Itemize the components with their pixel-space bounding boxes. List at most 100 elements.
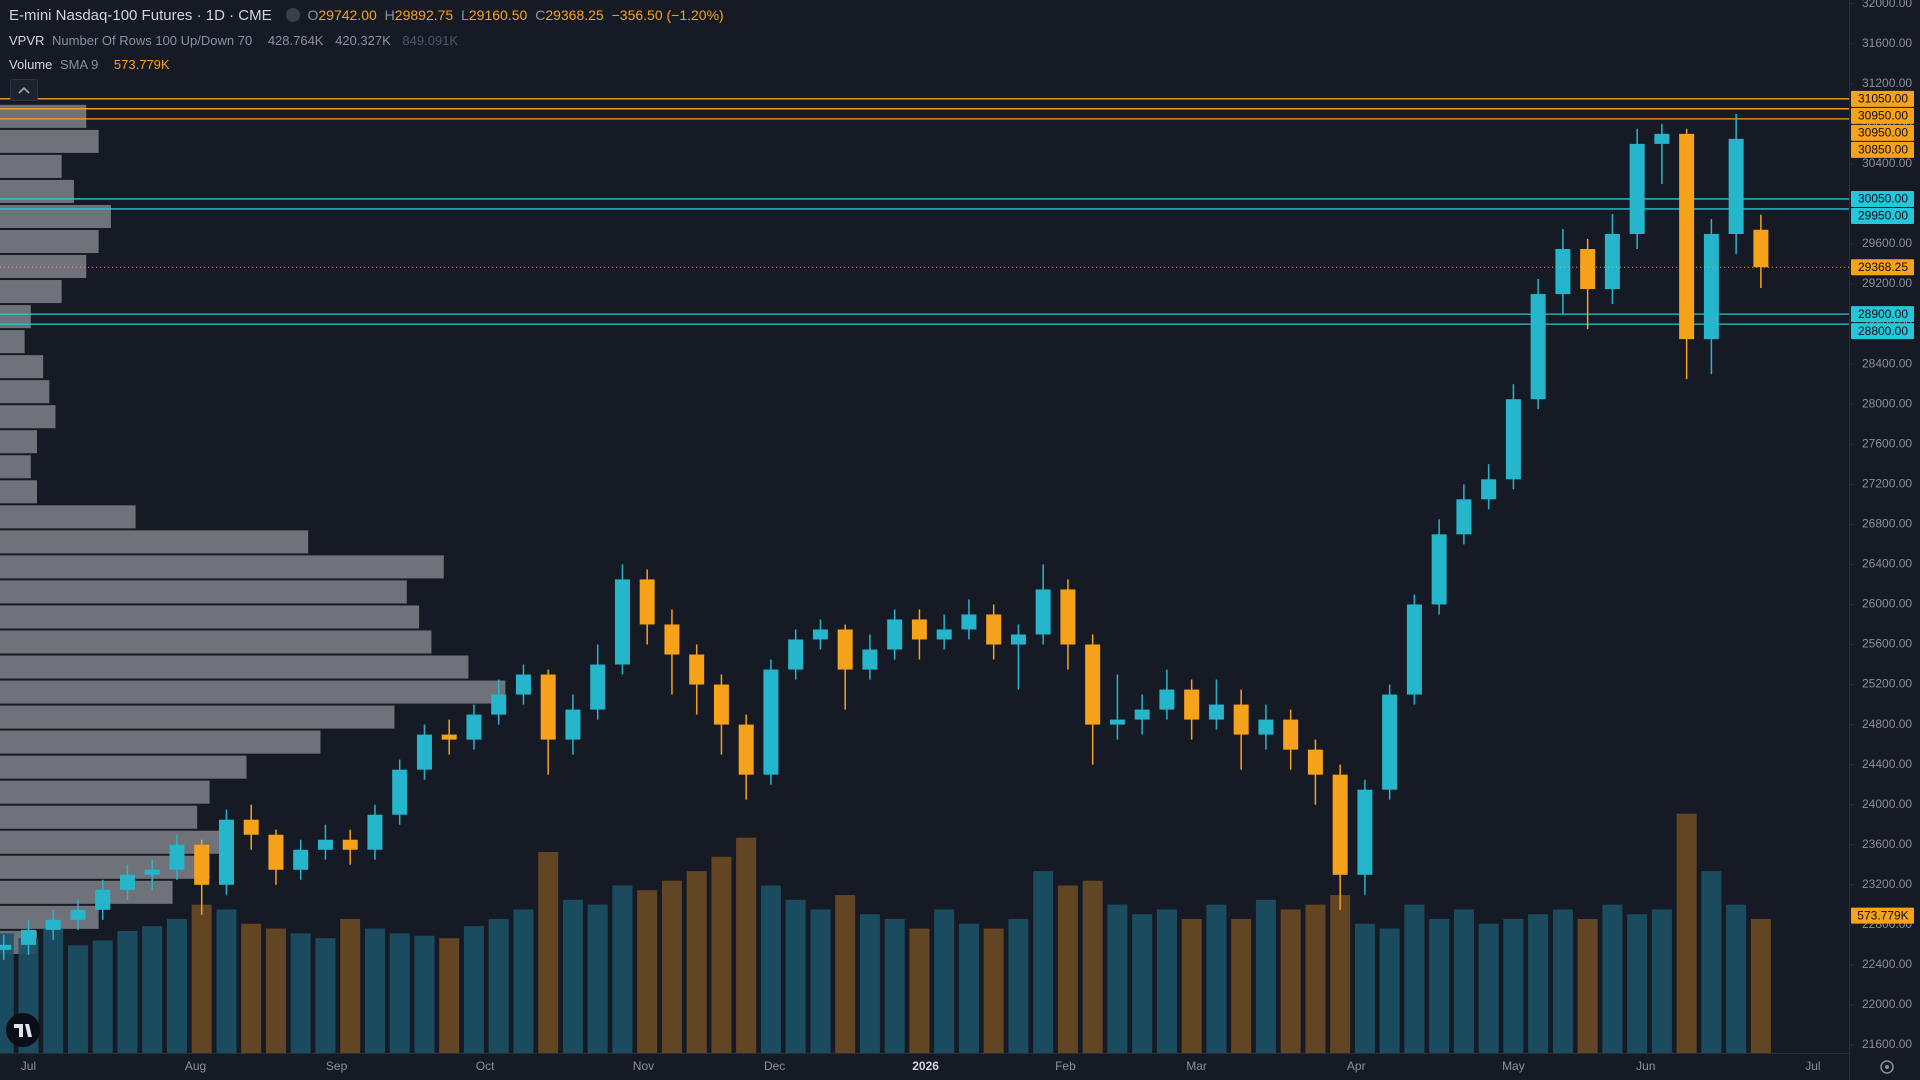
- profile-bar: [0, 830, 222, 854]
- candle-body: [1134, 709, 1150, 720]
- profile-bar: [0, 505, 136, 529]
- candle-body: [1332, 774, 1348, 875]
- profile-bar: [0, 805, 198, 829]
- symbol-legend: E-mini Nasdaq-100 Futures · 1D · CME O29…: [9, 7, 728, 24]
- y-tick-label: 29200.00: [1862, 276, 1912, 290]
- x-tick-label: 2026: [912, 1059, 939, 1073]
- y-tick-label: 29600.00: [1862, 236, 1912, 250]
- volume-bar: [1627, 914, 1648, 1053]
- volume-bar: [1726, 904, 1747, 1053]
- candle-body: [763, 669, 779, 775]
- candle-body: [45, 919, 61, 930]
- profile-bar: [0, 255, 87, 279]
- volume-bar: [958, 923, 979, 1053]
- volume-bar: [1181, 918, 1202, 1053]
- logo[interactable]: [6, 1013, 40, 1047]
- profile-bar: [0, 129, 99, 153]
- y-tick-label: 23200.00: [1862, 877, 1912, 891]
- volume-bar: [389, 933, 410, 1053]
- candle-body: [1505, 399, 1521, 480]
- candle-body: [194, 844, 210, 885]
- y-tick-label: 23600.00: [1862, 837, 1912, 851]
- last-price-box: [1851, 259, 1914, 276]
- profile-bar: [0, 705, 395, 729]
- candle-body: [466, 714, 482, 740]
- x-tick-label: Jul: [21, 1059, 36, 1073]
- x-tick-label: Sep: [326, 1059, 348, 1073]
- level-label: 28900.00: [1858, 307, 1908, 321]
- candle-body: [713, 684, 729, 725]
- candle-body: [1035, 589, 1051, 635]
- candle-body: [1654, 133, 1670, 144]
- candle-body: [1629, 143, 1645, 234]
- level-label: 29950.00: [1858, 209, 1908, 223]
- volume-bar: [315, 938, 336, 1053]
- candle-body: [293, 849, 309, 870]
- indicator-value: 420.327K: [335, 33, 391, 48]
- x-tick-label: May: [1502, 1059, 1525, 1073]
- volume-bar: [1057, 885, 1078, 1053]
- level-box: [1851, 207, 1914, 224]
- candle-body: [590, 664, 606, 710]
- volume-bar: [117, 930, 138, 1053]
- profile-bar: [0, 880, 173, 904]
- volume-bar: [1552, 909, 1573, 1053]
- x-tick-label: Nov: [633, 1059, 654, 1073]
- ohlc-label: H: [384, 7, 395, 23]
- candle-body: [1406, 604, 1422, 695]
- candle-body: [441, 734, 457, 740]
- ohlc-value: 29368.25: [545, 7, 604, 23]
- indicator-name[interactable]: Volume: [9, 57, 53, 72]
- profile-bar: [0, 204, 111, 228]
- volume-bar: [67, 945, 88, 1053]
- volume-bar: [612, 885, 633, 1053]
- candle-body: [218, 819, 234, 885]
- candle-body: [0, 944, 12, 950]
- y-tick-label: 31600.00: [1862, 36, 1912, 50]
- volume-bar: [1033, 871, 1054, 1053]
- indicator-settings: SMA 9: [60, 57, 99, 72]
- candle-body: [887, 619, 903, 650]
- candle-body: [515, 674, 531, 695]
- volume-bar: [1156, 909, 1177, 1053]
- settings-button[interactable]: [1877, 1057, 1897, 1077]
- volume-bar: [488, 918, 509, 1053]
- volume-bar: [364, 928, 385, 1053]
- y-tick-label: 22400.00: [1862, 957, 1912, 971]
- x-tick-label: Oct: [476, 1059, 495, 1073]
- vpvr-legend: VPVR Number Of Rows 100 Up/Down 70 428.7…: [9, 33, 462, 48]
- candle-body: [837, 629, 853, 670]
- visibility-toggle[interactable]: [285, 8, 300, 22]
- ohlc-value: 29892.75: [394, 7, 454, 23]
- volume-bar: [1255, 899, 1276, 1053]
- candle-body: [1703, 233, 1719, 340]
- volume-bar: [637, 890, 658, 1053]
- candle-body: [1109, 719, 1125, 725]
- volume-bar: [835, 895, 856, 1053]
- volume-bar: [562, 899, 583, 1053]
- profile-bar: [0, 605, 420, 629]
- symbol-title[interactable]: E-mini Nasdaq-100 Futures · 1D · CME: [9, 7, 272, 24]
- y-tick-label: 22000.00: [1862, 997, 1912, 1011]
- candle-body: [1456, 499, 1472, 535]
- y-tick-label: 30400.00: [1862, 156, 1912, 170]
- level-box: [1851, 107, 1914, 124]
- logo-icon: [14, 1024, 32, 1037]
- collapse-button[interactable]: [10, 79, 38, 101]
- profile-bar: [0, 380, 50, 404]
- ohlc-label: L: [461, 7, 469, 23]
- volume-bar: [43, 928, 64, 1053]
- profile-bar: [0, 530, 309, 554]
- candle-body: [1679, 133, 1695, 340]
- y-tick-label: 25200.00: [1862, 677, 1912, 691]
- profile-bar: [0, 305, 31, 329]
- y-tick-label: 24800.00: [1862, 717, 1912, 731]
- candle-body: [862, 649, 878, 670]
- last-price-label: 29368.25: [1858, 260, 1908, 274]
- price-axis: [1849, 0, 1920, 1080]
- indicator-name[interactable]: VPVR: [9, 33, 45, 48]
- candle-body: [268, 834, 284, 870]
- x-tick-label: Mar: [1186, 1059, 1207, 1073]
- candle-body: [1555, 249, 1571, 295]
- x-tick-label: Dec: [764, 1059, 785, 1073]
